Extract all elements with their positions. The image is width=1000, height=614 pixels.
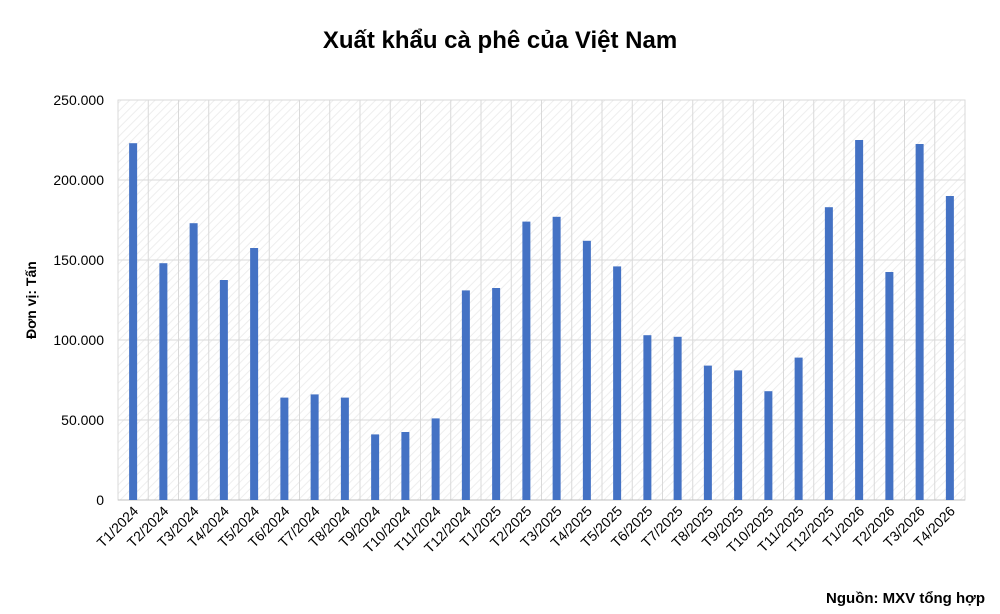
y-tick-label: 200.000 xyxy=(53,172,104,188)
bar xyxy=(461,290,470,500)
source: Nguồn: MXV tổng hợp xyxy=(826,590,985,607)
bar xyxy=(764,391,773,500)
bar xyxy=(945,196,954,500)
bar xyxy=(552,216,561,501)
bar xyxy=(522,221,531,500)
bar xyxy=(794,357,803,500)
bar xyxy=(885,272,894,500)
bar xyxy=(431,418,440,500)
bar xyxy=(340,397,349,500)
chart-title: Xuất khẩu cà phê của Việt Nam xyxy=(323,27,677,54)
bar xyxy=(219,280,228,500)
bar xyxy=(129,143,138,500)
bar xyxy=(492,288,501,500)
y-tick-label: 250.000 xyxy=(53,92,104,108)
y-tick-label: 100.000 xyxy=(53,332,104,348)
bar xyxy=(734,370,743,500)
bar xyxy=(915,144,924,500)
bar xyxy=(582,240,591,501)
y-tick-label: 50.000 xyxy=(61,412,104,428)
y-tick-label: 150.000 xyxy=(53,252,104,268)
bar xyxy=(189,223,198,500)
bar xyxy=(643,335,652,500)
bar xyxy=(310,394,319,500)
bar xyxy=(824,207,833,500)
bar xyxy=(613,266,622,500)
bar xyxy=(673,336,682,500)
bar xyxy=(371,434,380,500)
bar xyxy=(280,397,289,500)
bar xyxy=(159,263,168,500)
bar xyxy=(250,248,259,500)
bar xyxy=(401,432,410,500)
bar xyxy=(855,140,864,500)
bar xyxy=(703,365,712,500)
y-tick-label: 0 xyxy=(96,492,104,508)
y-axis-label: Đơn vị: Tấn xyxy=(23,261,39,339)
